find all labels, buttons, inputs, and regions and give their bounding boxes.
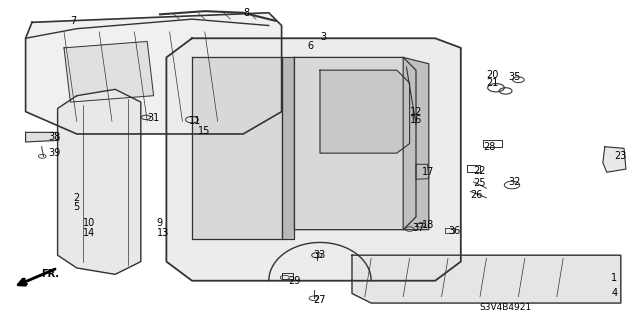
Text: 9: 9 — [157, 218, 163, 228]
Text: 17: 17 — [422, 167, 435, 177]
Text: FR.: FR. — [42, 269, 60, 279]
Text: 21: 21 — [486, 78, 499, 88]
Text: 8: 8 — [243, 8, 250, 18]
Text: 27: 27 — [314, 295, 326, 305]
Text: 32: 32 — [509, 177, 521, 187]
Polygon shape — [26, 13, 282, 134]
Text: 6: 6 — [307, 41, 314, 51]
Polygon shape — [352, 255, 621, 303]
Text: 1: 1 — [611, 272, 618, 283]
Text: 39: 39 — [48, 148, 60, 158]
Text: 22: 22 — [474, 166, 486, 176]
Text: 18: 18 — [422, 220, 435, 230]
Text: 15: 15 — [198, 126, 211, 136]
Polygon shape — [282, 57, 294, 239]
Polygon shape — [26, 132, 59, 142]
Polygon shape — [320, 70, 410, 153]
Text: 4: 4 — [611, 288, 618, 299]
Polygon shape — [166, 38, 461, 281]
Text: 25: 25 — [474, 178, 486, 189]
Text: 37: 37 — [413, 223, 425, 233]
Polygon shape — [603, 147, 626, 172]
Text: 7: 7 — [70, 16, 77, 26]
Text: 33: 33 — [314, 250, 326, 260]
Text: 23: 23 — [614, 151, 627, 161]
Polygon shape — [403, 57, 429, 230]
Text: 36: 36 — [448, 226, 460, 236]
Text: 12: 12 — [410, 107, 422, 117]
Text: S3V4B4921: S3V4B4921 — [479, 303, 532, 312]
Text: 29: 29 — [288, 276, 300, 286]
Text: 2: 2 — [74, 193, 80, 203]
Text: 16: 16 — [410, 115, 422, 125]
Polygon shape — [58, 89, 141, 274]
Text: 31: 31 — [147, 113, 159, 123]
Polygon shape — [64, 41, 154, 102]
Text: 13: 13 — [157, 228, 169, 238]
Text: 26: 26 — [470, 189, 483, 200]
Text: 20: 20 — [486, 70, 499, 80]
Text: 5: 5 — [74, 202, 80, 212]
Polygon shape — [192, 57, 282, 239]
Text: 11: 11 — [189, 116, 201, 126]
Text: 28: 28 — [483, 142, 495, 152]
Polygon shape — [294, 57, 416, 230]
Text: 3: 3 — [320, 32, 326, 42]
Text: 38: 38 — [48, 132, 60, 142]
Text: 14: 14 — [83, 228, 95, 238]
Text: 10: 10 — [83, 218, 95, 228]
Text: 35: 35 — [509, 71, 521, 82]
